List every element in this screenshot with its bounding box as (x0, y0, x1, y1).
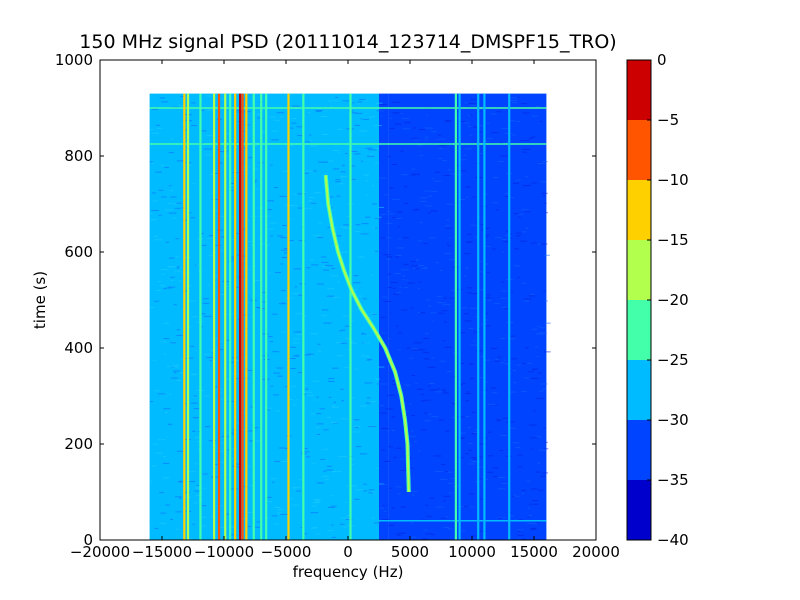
doppler-trace (324, 175, 410, 493)
x-axis-label: frequency (Hz) (293, 563, 404, 581)
x-tick-label: 20000 (572, 543, 620, 561)
x-tick-label: 15000 (510, 543, 558, 561)
background-region (388, 93, 547, 540)
colorbar-band (627, 360, 651, 420)
x-axis-ticks: −20000 −15000 −10000 −5000 0 5000 10000 15000 20… (70, 60, 620, 561)
heatmap-area (149, 93, 551, 540)
colorbar-band (627, 180, 651, 240)
colorbar-band (627, 60, 651, 120)
noise-texture (149, 95, 551, 540)
colorbar-tick-label: −5 (657, 111, 679, 129)
colorbar-band (627, 300, 651, 360)
x-tick-label: −5000 (261, 543, 312, 561)
colorbar-tick-label: −35 (657, 471, 689, 489)
chart-title: 150 MHz signal PSD (20111014_123714_DMSP… (79, 31, 616, 53)
x-tick-label: 10000 (448, 543, 496, 561)
y-axis-ticks: 0 200 400 600 800 1000 (55, 51, 596, 549)
y-axis-label: time (s) (31, 271, 49, 329)
colorbar-band (627, 120, 651, 180)
background-region (379, 93, 389, 540)
colorbar: 0 −5 −10 −15 −20 −25 −30 −35 −40 (626, 51, 689, 549)
colorbar-tick-label: −10 (657, 171, 689, 189)
y-tick-label: 800 (64, 147, 93, 165)
x-tick-label: 5000 (391, 543, 429, 561)
y-tick-label: 200 (64, 435, 93, 453)
x-tick-label: −10000 (194, 543, 254, 561)
colorbar-tick-label: −30 (657, 411, 689, 429)
colorbar-tick-label: −40 (657, 531, 689, 549)
colorbar-tick-label: −15 (657, 231, 689, 249)
colorbar-tick-label: −25 (657, 351, 689, 369)
y-tick-label: 1000 (55, 51, 93, 69)
y-tick-label: 600 (64, 243, 93, 261)
colorbar-tick-label: −20 (657, 291, 689, 309)
x-tick-label: 0 (343, 543, 353, 561)
colorbar-tick-label: 0 (657, 51, 667, 69)
colorbar-band (627, 240, 651, 300)
x-tick-label: −15000 (132, 543, 192, 561)
y-tick-label: 400 (64, 339, 93, 357)
y-tick-label: 0 (83, 531, 93, 549)
x-tick-label: −20000 (70, 543, 130, 561)
colorbar-band (627, 480, 651, 540)
colorbar-band (627, 420, 651, 480)
